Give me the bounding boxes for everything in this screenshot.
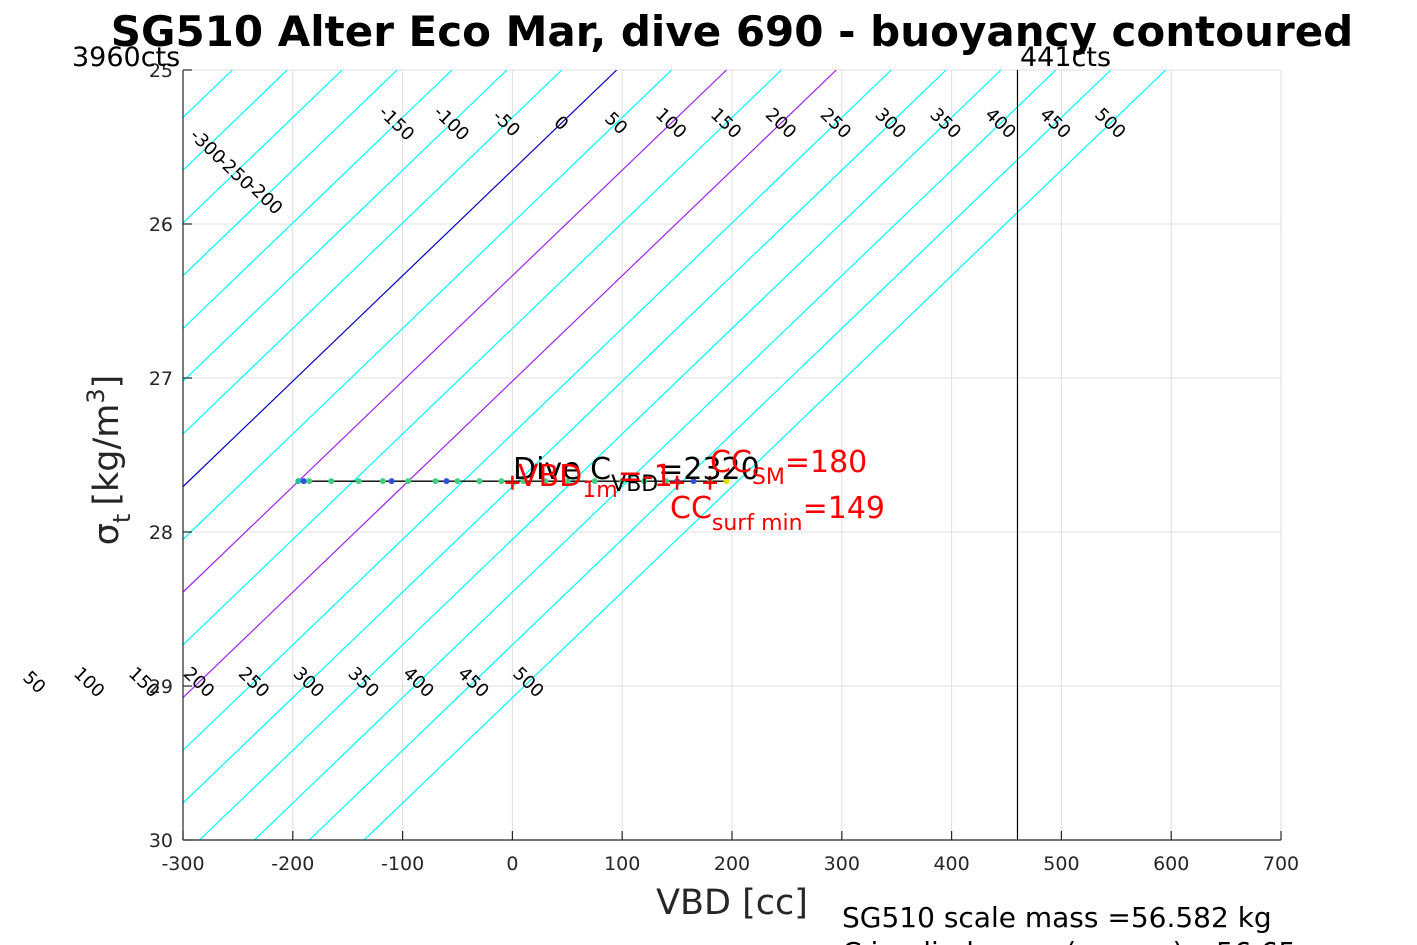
vbd-1m-sub: 1m <box>582 478 617 503</box>
profile-point <box>520 478 527 485</box>
contour-line <box>363 70 1167 840</box>
corner-label-left: 3960cts <box>72 42 180 73</box>
cc-sm-sub: SM <box>752 465 785 490</box>
contour-line <box>253 70 1057 840</box>
marker-plus <box>505 475 520 490</box>
x-tick-label: 0 <box>506 853 518 875</box>
annotation-cc-sm: CCSM=180 <box>710 445 867 490</box>
tick-labels: -300 -200 -100 0 100 200 300 400 500 600 700 25 26 27… <box>149 60 1299 875</box>
annotation-vbd-1m: VBD1m=-1 <box>518 459 673 503</box>
profile-point <box>591 478 598 485</box>
contour-line <box>183 70 782 646</box>
profile-point <box>564 478 571 485</box>
contour-line <box>183 70 343 224</box>
y-tick-label: 29 <box>149 676 173 698</box>
profile-point <box>454 478 461 485</box>
y-axis-label: σt [kg/m3] <box>82 375 136 546</box>
contour-line <box>183 70 618 488</box>
svg-text:CCSM=180: CCSM=180 <box>710 445 867 490</box>
profile-point <box>542 478 549 485</box>
x-tick-label: 500 <box>1043 853 1079 875</box>
contour-line <box>308 70 1112 840</box>
profile-point <box>328 478 335 485</box>
marker-plus <box>670 475 685 490</box>
y-axis-label-sub: t <box>108 514 136 523</box>
x-tick-label: -300 <box>161 853 204 875</box>
profile-point <box>388 478 395 485</box>
annotation-cc-surf-min: CCsurf min=149 <box>670 491 885 536</box>
profile-point <box>723 478 730 485</box>
profile-point <box>306 478 313 485</box>
x-axis-label: VBD [cc] <box>656 883 808 923</box>
svg-text:σt[kg/m3]: σt [kg/m3] <box>82 375 136 546</box>
svg-text:Dive CVBD=2320: Dive CVBD=2320 <box>513 452 760 497</box>
svg-text:CCsurf min=149: CCsurf min=149 <box>670 491 885 536</box>
svg-text:VBD1m=-1: VBD1m=-1 <box>518 459 673 503</box>
y-axis-label-close: ] <box>87 375 127 389</box>
y-axis-label-main: σ <box>87 523 127 545</box>
buoyancy-contours <box>183 70 1167 840</box>
footer-scale-mass: SG510 scale mass =56.582 kg <box>842 901 1272 934</box>
y-tick-label: 26 <box>149 214 173 236</box>
contour-line <box>183 70 673 541</box>
cc-sm-main: CC <box>710 445 752 480</box>
profile-point <box>663 478 670 485</box>
dive-c-main: Dive C <box>513 452 611 487</box>
x-tick-label: 400 <box>933 853 969 875</box>
y-axis-label-unit: [kg/m <box>87 404 127 506</box>
profile-point <box>355 478 362 485</box>
profile-point <box>405 478 412 485</box>
profile-point <box>690 478 697 485</box>
vbd-1m-value: =-1 <box>618 459 673 494</box>
contour-line <box>183 70 453 330</box>
contour-line <box>183 70 508 382</box>
cc-sm-value: =180 <box>785 445 867 480</box>
corner-label-right: 441cts <box>1020 42 1111 73</box>
x-tick-label: -100 <box>381 853 424 875</box>
marker-plus <box>703 475 718 490</box>
contour-line <box>183 70 837 699</box>
y-tick-label: 25 <box>149 60 173 82</box>
x-tick-label: -200 <box>271 853 314 875</box>
axes <box>182 69 1282 841</box>
y-tick-label: 28 <box>149 522 173 544</box>
profile-point <box>641 478 648 485</box>
profile-point <box>295 478 302 485</box>
vbd-markers <box>505 475 718 490</box>
contour-line <box>199 70 1002 840</box>
x-tick-label: 700 <box>1263 853 1299 875</box>
profile-point <box>443 478 450 485</box>
y-tick-label: 27 <box>149 368 173 390</box>
profile-point <box>476 478 483 485</box>
x-tick-label: 600 <box>1153 853 1189 875</box>
cc-surf-value: =149 <box>803 491 885 526</box>
x-tick-label: 200 <box>714 853 750 875</box>
cc-surf-sub: surf min <box>712 511 803 536</box>
footer-implied-mass: C implied mass (approx) =56.65 <box>842 936 1296 945</box>
vbd-1m-main: VBD <box>518 459 582 494</box>
contour-line <box>183 70 947 804</box>
contour-line <box>183 70 892 752</box>
chart-title: SG510 Alter Eco Mar, dive 690 - buoyancy… <box>111 7 1354 56</box>
profile-point <box>300 478 307 485</box>
dive-c-sub: VBD <box>611 472 658 497</box>
contour-line <box>183 70 727 593</box>
profile-point <box>432 478 439 485</box>
profile-point <box>379 478 386 485</box>
annotation-dive-c: Dive CVBD=2320 <box>513 452 760 497</box>
contour-line <box>183 70 563 435</box>
x-tick-label: 300 <box>824 853 860 875</box>
x-tick-label: 100 <box>604 853 640 875</box>
profile-point <box>498 478 505 485</box>
y-tick-label: 30 <box>149 830 173 852</box>
contour-line <box>183 70 398 277</box>
y-axis-label-sup: 3 <box>82 388 110 403</box>
profile-point <box>619 478 626 485</box>
cc-surf-main: CC <box>670 491 712 526</box>
dive-c-value: =2320 <box>658 452 759 487</box>
